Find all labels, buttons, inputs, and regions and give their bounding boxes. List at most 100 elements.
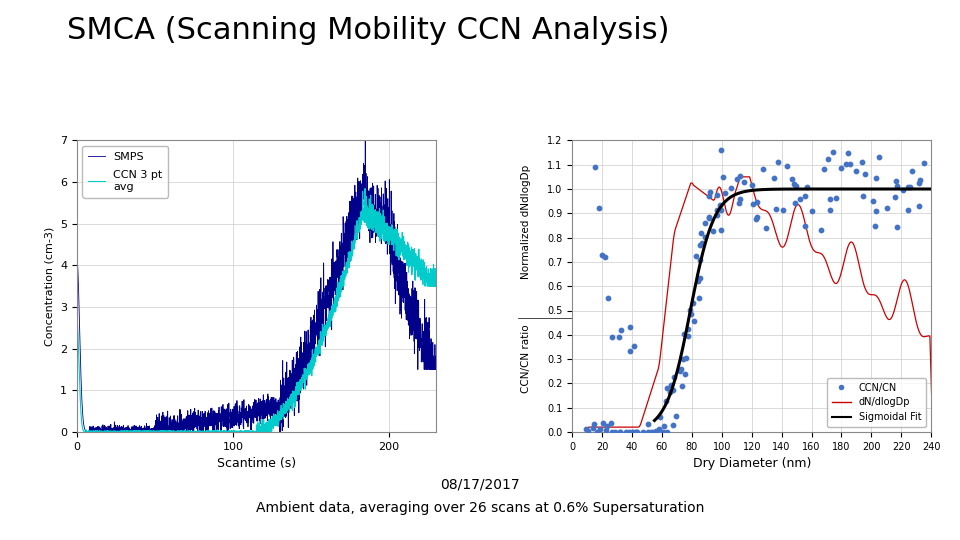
CCN/CN bbox=[630, 428, 645, 436]
CCN/CN bbox=[600, 294, 615, 302]
SMPS bbox=[360, 137, 372, 144]
CCN/CN bbox=[800, 183, 815, 192]
Line: SMPS: SMPS bbox=[77, 140, 436, 432]
CCN/CN bbox=[849, 167, 864, 176]
SMPS bbox=[423, 324, 435, 330]
CCN/CN bbox=[622, 346, 637, 355]
CCN/CN bbox=[857, 170, 873, 179]
CCN/CN bbox=[685, 299, 701, 308]
CCN/CN bbox=[775, 206, 790, 214]
CCN/CN bbox=[768, 205, 783, 214]
CCN/CN bbox=[934, 206, 949, 214]
CCN/CN bbox=[688, 252, 704, 260]
CCN/CN bbox=[594, 251, 610, 259]
CCN/CN bbox=[592, 425, 608, 434]
CCN 3 pt
avg bbox=[359, 185, 371, 192]
CCN/CN bbox=[586, 420, 601, 428]
CCN/CN bbox=[692, 274, 708, 282]
CCN/CN bbox=[869, 206, 884, 215]
dN/dlogDp bbox=[736, 174, 748, 180]
SMPS bbox=[430, 358, 442, 365]
CCN/CN bbox=[713, 225, 729, 234]
CCN/CN bbox=[612, 428, 628, 436]
CCN/CN bbox=[855, 191, 871, 200]
CCN/CN bbox=[889, 222, 904, 231]
Legend: SMPS, CCN 3 pt
avg: SMPS, CCN 3 pt avg bbox=[83, 146, 168, 198]
Line: Sigmoidal Fit: Sigmoidal Fit bbox=[655, 189, 931, 421]
SMPS bbox=[209, 414, 221, 420]
Y-axis label: Concentration (cm-3): Concentration (cm-3) bbox=[44, 227, 55, 346]
CCN/CN bbox=[613, 325, 629, 334]
CCN/CN bbox=[694, 239, 709, 247]
CCN/CN bbox=[766, 174, 781, 183]
CCN/CN bbox=[681, 325, 696, 334]
Legend: CCN/CN, dN/dlogDp, Sigmoidal Fit: CCN/CN, dN/dlogDp, Sigmoidal Fit bbox=[827, 377, 926, 427]
CCN/CN bbox=[621, 428, 636, 436]
CCN 3 pt
avg bbox=[423, 279, 435, 285]
CCN/CN bbox=[911, 202, 926, 211]
CCN/CN bbox=[587, 163, 602, 172]
CCN/CN bbox=[589, 428, 605, 436]
CCN/CN bbox=[756, 164, 771, 173]
CCN/CN bbox=[798, 221, 813, 230]
CCN/CN bbox=[645, 428, 660, 436]
CCN/CN bbox=[730, 175, 745, 184]
dN/dlogDp bbox=[933, 429, 945, 435]
CCN/CN bbox=[840, 148, 855, 157]
CCN/CN bbox=[823, 206, 838, 214]
SMPS bbox=[85, 429, 97, 435]
CCN/CN bbox=[683, 306, 698, 315]
CCN/CN bbox=[597, 253, 612, 261]
CCN/CN bbox=[784, 175, 800, 184]
CCN/CN bbox=[674, 382, 689, 391]
CCN/CN bbox=[715, 173, 731, 181]
SMPS bbox=[385, 235, 396, 241]
CCN/CN bbox=[691, 294, 707, 302]
X-axis label: Scantime (s): Scantime (s) bbox=[217, 457, 296, 470]
CCN 3 pt
avg bbox=[71, 316, 83, 323]
CCN/CN bbox=[578, 424, 593, 433]
CCN/CN bbox=[677, 329, 692, 338]
CCN/CN bbox=[666, 373, 682, 381]
Line: dN/dlogDp: dN/dlogDp bbox=[588, 177, 939, 432]
Text: Normalized dNdlogDp: Normalized dNdlogDp bbox=[520, 165, 531, 279]
CCN/CN bbox=[674, 364, 689, 373]
CCN/CN bbox=[604, 333, 619, 341]
CCN/CN bbox=[904, 167, 920, 176]
CCN/CN bbox=[580, 427, 595, 435]
CCN/CN bbox=[872, 152, 887, 161]
CCN/CN bbox=[838, 160, 853, 168]
CCN/CN bbox=[828, 193, 844, 202]
CCN/CN bbox=[678, 354, 693, 362]
CCN/CN bbox=[709, 190, 725, 199]
CCN/CN bbox=[591, 204, 607, 213]
CCN/CN bbox=[758, 223, 774, 232]
SMPS bbox=[112, 428, 124, 435]
CCN/CN bbox=[900, 183, 916, 191]
CCN/CN bbox=[887, 193, 902, 201]
CCN/CN bbox=[878, 204, 894, 212]
CCN/CN bbox=[626, 428, 641, 436]
Line: CCN 3 pt
avg: CCN 3 pt avg bbox=[77, 188, 436, 432]
CCN/CN bbox=[693, 229, 708, 238]
CCN/CN bbox=[676, 355, 691, 363]
CCN/CN bbox=[749, 198, 764, 207]
CCN/CN bbox=[712, 201, 728, 210]
CCN/CN bbox=[779, 161, 794, 170]
CCN/CN bbox=[665, 421, 681, 429]
CCN/CN bbox=[888, 177, 903, 186]
CCN/CN bbox=[869, 174, 884, 183]
CCN/CN bbox=[629, 428, 644, 436]
CCN/CN bbox=[890, 181, 905, 190]
CCN 3 pt
avg bbox=[385, 235, 396, 241]
Text: 08/17/2017: 08/17/2017 bbox=[441, 478, 519, 492]
CCN/CN bbox=[691, 276, 707, 285]
CCN/CN bbox=[636, 428, 651, 436]
CCN/CN bbox=[902, 183, 918, 191]
CCN/CN bbox=[702, 188, 717, 197]
Sigmoidal Fit bbox=[758, 186, 770, 193]
CCN/CN bbox=[749, 214, 764, 223]
CCN/CN bbox=[618, 428, 634, 436]
CCN/CN bbox=[916, 159, 931, 167]
CCN/CN bbox=[655, 428, 670, 436]
